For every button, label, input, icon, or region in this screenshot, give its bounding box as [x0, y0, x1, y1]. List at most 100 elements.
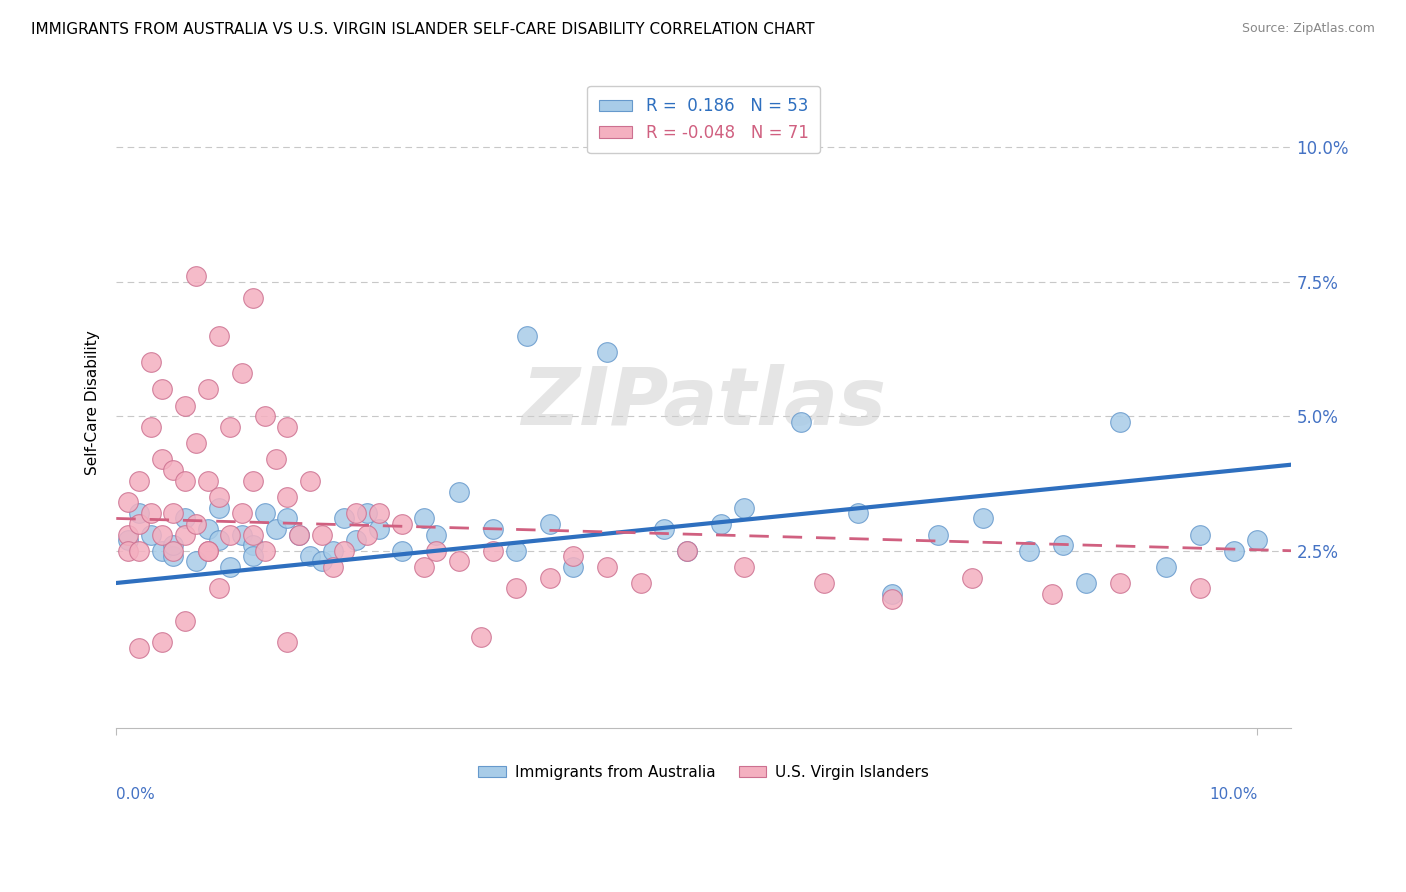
Point — [128, 506, 150, 520]
Point — [882, 587, 904, 601]
Point — [242, 527, 264, 541]
Point — [1246, 533, 1268, 547]
Point — [231, 527, 253, 541]
Point — [197, 543, 219, 558]
Point — [197, 474, 219, 488]
Point — [733, 559, 755, 574]
Point — [197, 522, 219, 536]
Point — [186, 436, 208, 450]
Point — [413, 511, 436, 525]
Point — [425, 543, 447, 558]
Point — [344, 506, 367, 520]
Point — [846, 506, 869, 520]
Point — [150, 452, 173, 467]
Text: ZIPatlas: ZIPatlas — [522, 364, 886, 442]
Y-axis label: Self-Care Disability: Self-Care Disability — [86, 330, 100, 475]
Text: IMMIGRANTS FROM AUSTRALIA VS U.S. VIRGIN ISLANDER SELF-CARE DISABILITY CORRELATI: IMMIGRANTS FROM AUSTRALIA VS U.S. VIRGIN… — [31, 22, 814, 37]
Point — [219, 420, 242, 434]
Point — [139, 506, 162, 520]
Point — [117, 533, 139, 547]
Point — [253, 543, 276, 558]
Point — [150, 383, 173, 397]
Point — [173, 399, 195, 413]
Text: 10.0%: 10.0% — [1209, 788, 1257, 803]
Point — [197, 383, 219, 397]
Point — [630, 576, 652, 591]
Point — [391, 543, 413, 558]
Point — [208, 328, 231, 343]
Point — [470, 630, 492, 644]
Point — [264, 452, 287, 467]
Point — [162, 538, 184, 552]
Point — [882, 592, 904, 607]
Point — [173, 474, 195, 488]
Point — [447, 484, 470, 499]
Point — [333, 543, 356, 558]
Point — [219, 559, 242, 574]
Point — [505, 582, 527, 596]
Point — [960, 571, 983, 585]
Point — [208, 582, 231, 596]
Point — [391, 516, 413, 531]
Point — [1018, 543, 1040, 558]
Point — [1189, 527, 1212, 541]
Point — [675, 543, 697, 558]
Point — [288, 527, 311, 541]
Point — [299, 474, 322, 488]
Point — [813, 576, 835, 591]
Point — [1052, 538, 1074, 552]
Point — [264, 522, 287, 536]
Text: 0.0%: 0.0% — [117, 788, 155, 803]
Point — [538, 516, 561, 531]
Point — [208, 490, 231, 504]
Point — [1223, 543, 1246, 558]
Point — [288, 527, 311, 541]
Point — [139, 355, 162, 369]
Point — [128, 640, 150, 655]
Point — [596, 344, 619, 359]
Point — [596, 559, 619, 574]
Point — [972, 511, 994, 525]
Point — [128, 474, 150, 488]
Point — [128, 516, 150, 531]
Point — [652, 522, 675, 536]
Point — [173, 511, 195, 525]
Point — [128, 543, 150, 558]
Text: Source: ZipAtlas.com: Source: ZipAtlas.com — [1241, 22, 1375, 36]
Point — [150, 635, 173, 649]
Point — [733, 500, 755, 515]
Point — [516, 328, 538, 343]
Point — [208, 500, 231, 515]
Point — [276, 511, 298, 525]
Point — [538, 571, 561, 585]
Point — [790, 415, 813, 429]
Point — [367, 506, 389, 520]
Point — [150, 527, 173, 541]
Point — [710, 516, 733, 531]
Point — [276, 635, 298, 649]
Point — [231, 366, 253, 380]
Point — [344, 533, 367, 547]
Point — [447, 554, 470, 568]
Point — [561, 559, 583, 574]
Point — [197, 543, 219, 558]
Point — [561, 549, 583, 563]
Point — [173, 527, 195, 541]
Point — [162, 506, 184, 520]
Legend: Immigrants from Australia, U.S. Virgin Islanders: Immigrants from Australia, U.S. Virgin I… — [472, 758, 935, 786]
Point — [356, 527, 378, 541]
Point — [1154, 559, 1177, 574]
Point — [311, 527, 333, 541]
Point — [413, 559, 436, 574]
Point — [117, 543, 139, 558]
Point — [208, 533, 231, 547]
Point — [1040, 587, 1063, 601]
Point — [173, 614, 195, 628]
Point — [276, 490, 298, 504]
Point — [333, 511, 356, 525]
Point — [242, 291, 264, 305]
Point — [150, 543, 173, 558]
Point — [139, 527, 162, 541]
Point — [253, 409, 276, 424]
Point — [117, 495, 139, 509]
